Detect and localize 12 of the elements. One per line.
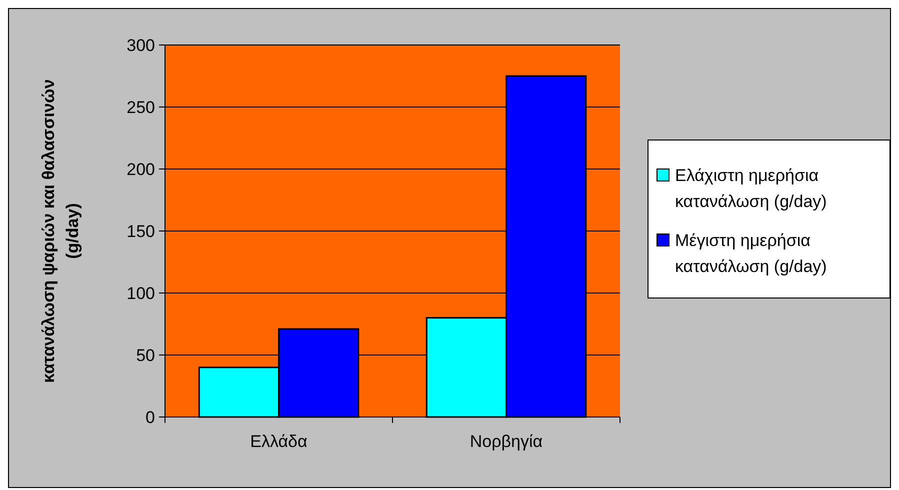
y-tick-label: 0 [146, 408, 155, 427]
y-tick-label: 200 [126, 160, 155, 179]
y-tick-label: 250 [126, 98, 155, 117]
y-tick-label: 100 [126, 284, 155, 303]
x-tick-label: Ελλάδα [250, 432, 308, 451]
y-axis-title: κατανάλωση ψαριών και θαλασσινών (g/day) [39, 79, 82, 383]
y-tick-label: 300 [126, 36, 155, 55]
legend-label: Μέγιστη ημερήσια κατανάλωση (g/day) [675, 230, 827, 276]
legend-label: Ελάχιστη ημερήσια κατανάλωση (g/day) [675, 166, 827, 211]
y-tick-label: 50 [136, 346, 155, 365]
y-tick-label: 150 [126, 222, 155, 241]
x-tick-label: Νορβηγία [470, 432, 543, 451]
